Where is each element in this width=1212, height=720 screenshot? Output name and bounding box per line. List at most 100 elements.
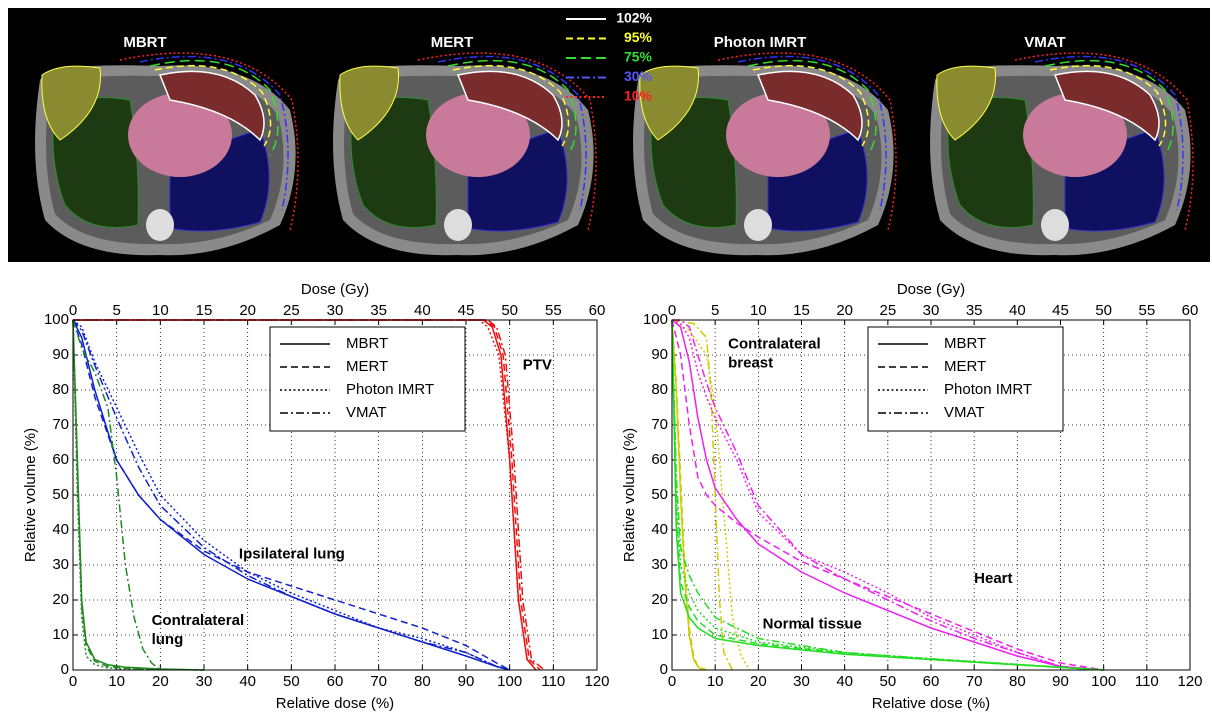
- breast: [936, 65, 996, 141]
- spine: [744, 209, 772, 241]
- dvh-curve: [72, 319, 510, 671]
- iso-95: [752, 64, 870, 147]
- x2-tick-label: 35: [370, 302, 387, 319]
- dvh-curve: [671, 319, 1104, 671]
- isodose-legend-label: 102%: [616, 10, 652, 26]
- spine: [146, 209, 174, 241]
- x-tick-label: 40: [239, 673, 256, 690]
- ct-title: MBRT: [123, 34, 166, 51]
- y-tick-label: 20: [52, 591, 69, 608]
- structure-label: Contralateral: [152, 612, 245, 629]
- ct-panel: [35, 52, 299, 256]
- y-axis-label: Relative volume (%): [22, 428, 39, 562]
- x2-tick-label: 5: [711, 302, 719, 319]
- iso-10: [1014, 52, 1194, 231]
- isodose-legend-label: 95%: [624, 29, 653, 45]
- legend-label: Photon IMRT: [346, 381, 434, 398]
- right-lung: [650, 97, 737, 228]
- x2-tick-label: 50: [501, 302, 518, 319]
- ptv: [456, 70, 563, 142]
- x-tick-label: 30: [196, 673, 213, 690]
- y-tick-label: 100: [643, 311, 668, 328]
- x-tick-label: 40: [836, 673, 853, 690]
- x2-tick-label: 40: [414, 302, 431, 319]
- x-axis-label: Relative dose (%): [872, 695, 990, 712]
- x-tick-label: 120: [584, 673, 609, 690]
- y-tick-label: 50: [52, 486, 69, 503]
- iso-75: [447, 59, 577, 156]
- dvh-curve: [671, 319, 1104, 671]
- dvh-curve: [672, 319, 1104, 671]
- y-tick-label: 10: [52, 626, 69, 643]
- y-tick-label: 20: [651, 591, 668, 608]
- y-tick-label: 10: [651, 626, 668, 643]
- iso-75: [149, 59, 279, 156]
- x2-tick-label: 5: [112, 302, 120, 319]
- x-tick-label: 10: [108, 673, 125, 690]
- x-tick-label: 60: [327, 673, 344, 690]
- iso-95: [154, 64, 272, 147]
- y-tick-label: 30: [651, 556, 668, 573]
- x-tick-label: 100: [1091, 673, 1116, 690]
- legend-label: VMAT: [944, 404, 985, 421]
- isodose-legend-label: 30%: [624, 68, 653, 84]
- x2-tick-label: 0: [668, 302, 676, 319]
- y-tick-label: 90: [651, 346, 668, 363]
- x-tick-label: 90: [1052, 673, 1069, 690]
- y-tick-label: 80: [52, 381, 69, 398]
- ct-title: MERT: [431, 34, 474, 51]
- x-tick-label: 0: [668, 673, 676, 690]
- dvh-curve: [72, 319, 511, 671]
- legend-label: MERT: [346, 358, 388, 375]
- structure-label: Contralateral: [728, 335, 821, 352]
- dvh-curve: [73, 319, 537, 671]
- breast: [41, 65, 101, 141]
- iso-10: [717, 52, 897, 231]
- x2-tick-label: 15: [196, 302, 213, 319]
- legend-label: MBRT: [346, 335, 388, 352]
- plot-frame: [671, 319, 1191, 671]
- x2-tick-label: 30: [327, 302, 344, 319]
- y-axis-label: Relative volume (%): [621, 428, 638, 562]
- iso-10: [119, 52, 299, 231]
- iso-30: [139, 55, 289, 211]
- x2-tick-label: 35: [966, 302, 983, 319]
- x-tick-label: 110: [1135, 673, 1159, 690]
- iso-30: [1034, 55, 1184, 211]
- ct-panel: [930, 52, 1194, 256]
- x-tick-label: 20: [152, 673, 169, 690]
- heart: [128, 93, 232, 177]
- heart: [1023, 93, 1127, 177]
- heart: [426, 93, 530, 177]
- x2-tick-label: 55: [1138, 302, 1155, 319]
- structure-label: lung: [152, 631, 184, 648]
- x-tick-label: 0: [69, 673, 77, 690]
- dvh-curve: [671, 319, 1104, 671]
- x2-tick-label: 10: [152, 302, 169, 319]
- x-tick-label: 100: [497, 673, 522, 690]
- iso-75: [747, 59, 877, 156]
- y-tick-label: 60: [52, 451, 69, 468]
- x2-tick-label: 30: [923, 302, 940, 319]
- ct-title: Photon IMRT: [714, 34, 806, 51]
- x-tick-label: 10: [707, 673, 724, 690]
- x2-tick-label: 55: [545, 302, 562, 319]
- dvh-curve: [671, 319, 1104, 671]
- x2-tick-label: 50: [1095, 302, 1112, 319]
- legend-label: MBRT: [944, 335, 986, 352]
- dvh-curve: [671, 319, 734, 671]
- x2-tick-label: 0: [69, 302, 77, 319]
- legend-label: Photon IMRT: [944, 381, 1032, 398]
- iso-95: [1049, 64, 1167, 147]
- y-tick-label: 60: [651, 451, 668, 468]
- x2-tick-label: 45: [1052, 302, 1069, 319]
- y-tick-label: 40: [52, 521, 69, 538]
- right-lung: [52, 97, 139, 228]
- spine: [444, 209, 472, 241]
- plot-frame: [72, 319, 598, 671]
- breast: [639, 65, 699, 141]
- dvh-curve: [671, 319, 751, 671]
